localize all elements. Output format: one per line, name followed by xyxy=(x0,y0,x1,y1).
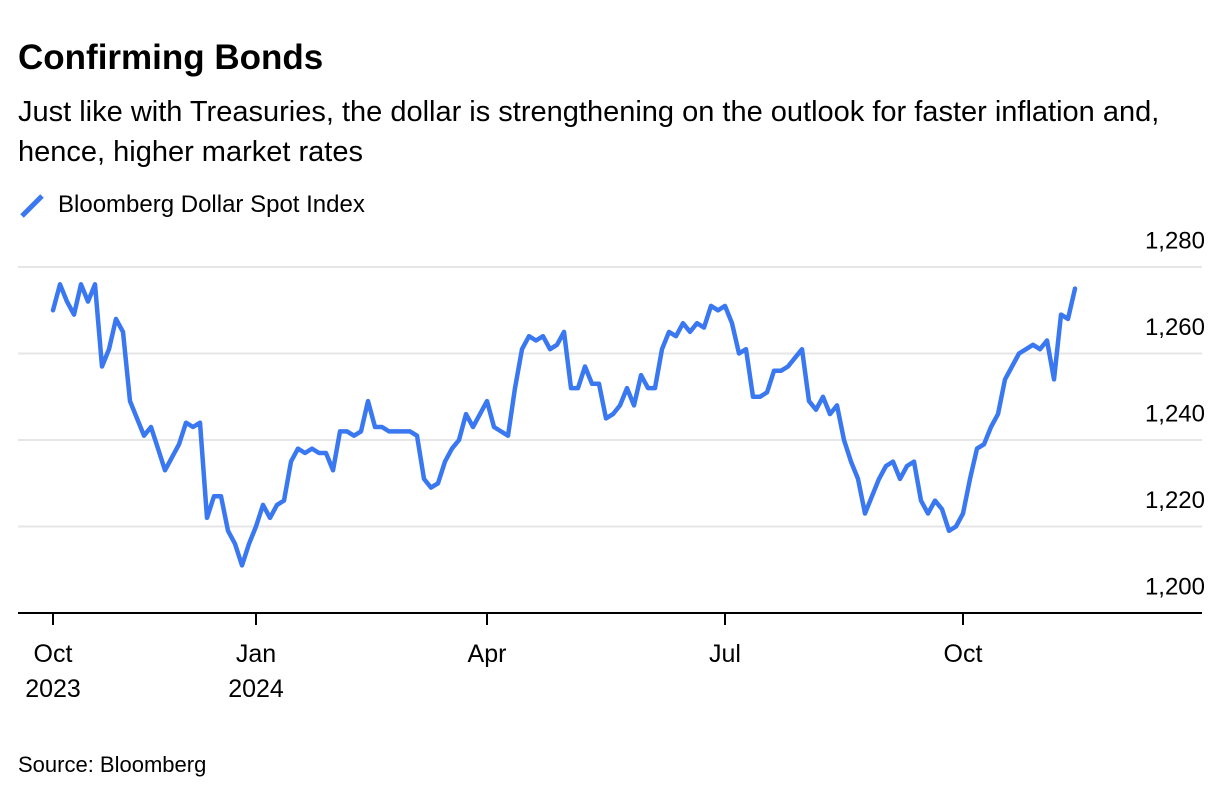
legend-line xyxy=(20,194,44,218)
data-line xyxy=(50,282,1078,568)
legend: Bloomberg Dollar Spot Index xyxy=(18,190,365,220)
chart-subtitle: Just like with Treasuries, the dollar is… xyxy=(18,96,1160,168)
legend-label: Bloomberg Dollar Spot Index xyxy=(58,191,365,218)
y-tick-label: 1,280 xyxy=(1145,227,1205,254)
chart-title: Confirming Bonds xyxy=(18,38,324,77)
x-tick-label: Oct 2023 xyxy=(25,640,81,703)
source: Source: Bloomberg xyxy=(18,752,207,777)
y-tick-label: 1,240 xyxy=(1145,400,1205,427)
x-tick-label: Oct xyxy=(943,640,983,668)
y-tick-label: 1,200 xyxy=(1145,573,1205,600)
x-tick-label: Jan 2024 xyxy=(228,640,284,703)
x-tick-label: Jul xyxy=(709,640,741,668)
x-tick-label: Apr xyxy=(467,640,507,668)
legend-swatch xyxy=(20,194,44,218)
y-tick-label: 1,220 xyxy=(1145,487,1205,514)
y-tick-label: 1,260 xyxy=(1145,314,1205,341)
